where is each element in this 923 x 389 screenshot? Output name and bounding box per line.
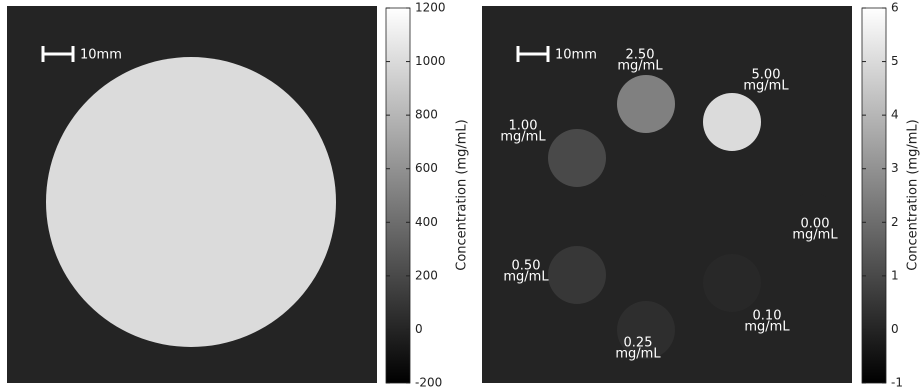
- colorbar-tick-label: 6: [891, 1, 899, 15]
- phantom-insert: [548, 246, 606, 304]
- phantom-insert: [46, 57, 336, 347]
- colorbar-tick-label: 200: [415, 268, 438, 282]
- colorbar-tick-label: 4: [891, 108, 899, 122]
- colorbar-tick-label: 1000: [415, 54, 446, 68]
- colorbar-tick-label: 1200: [415, 1, 446, 15]
- colorbar-tick-label: 1: [891, 268, 899, 282]
- colorbar-tick-label: 400: [415, 215, 438, 229]
- colorbar-tick-label: -200: [415, 376, 442, 389]
- unit-label: mg/mL: [617, 59, 663, 74]
- colorbar: [386, 8, 410, 383]
- unit-label: mg/mL: [792, 228, 838, 243]
- phantom-insert: [617, 75, 675, 133]
- figure: 10mm -200 0 200 400 600 800 1000 1200 Concentrati…: [0, 0, 923, 389]
- colorbar-tick-label: 3: [891, 161, 899, 175]
- colorbar-tick-label: 800: [415, 108, 438, 122]
- unit-label: mg/mL: [743, 79, 789, 94]
- phantom-insert: [703, 254, 761, 312]
- colorbar-tick-label: 2: [891, 215, 899, 229]
- colorbar-label: Concentration (mg/mL): [906, 119, 921, 270]
- unit-label: mg/mL: [744, 320, 790, 335]
- colorbar-tick-label: 5: [891, 54, 899, 68]
- scale-bar-label: 10mm: [555, 48, 597, 63]
- colorbar-tick-label: 0: [415, 322, 423, 336]
- page: {"chart_data": [ {"type": "image", "colo…: [0, 0, 923, 389]
- phantom-insert: [548, 129, 606, 187]
- colorbar: [862, 8, 886, 383]
- unit-label: mg/mL: [615, 347, 661, 362]
- unit-label: mg/mL: [500, 130, 546, 145]
- unit-label: mg/mL: [503, 270, 549, 285]
- scale-bar-label: 10mm: [80, 48, 122, 63]
- phantom-insert: [703, 93, 761, 151]
- colorbar-label: Concentration (mg/mL): [455, 119, 470, 270]
- colorbar-tick-label: -1: [891, 376, 903, 389]
- colorbar-tick-label: 600: [415, 161, 438, 175]
- colorbar-tick-label: 0: [891, 322, 899, 336]
